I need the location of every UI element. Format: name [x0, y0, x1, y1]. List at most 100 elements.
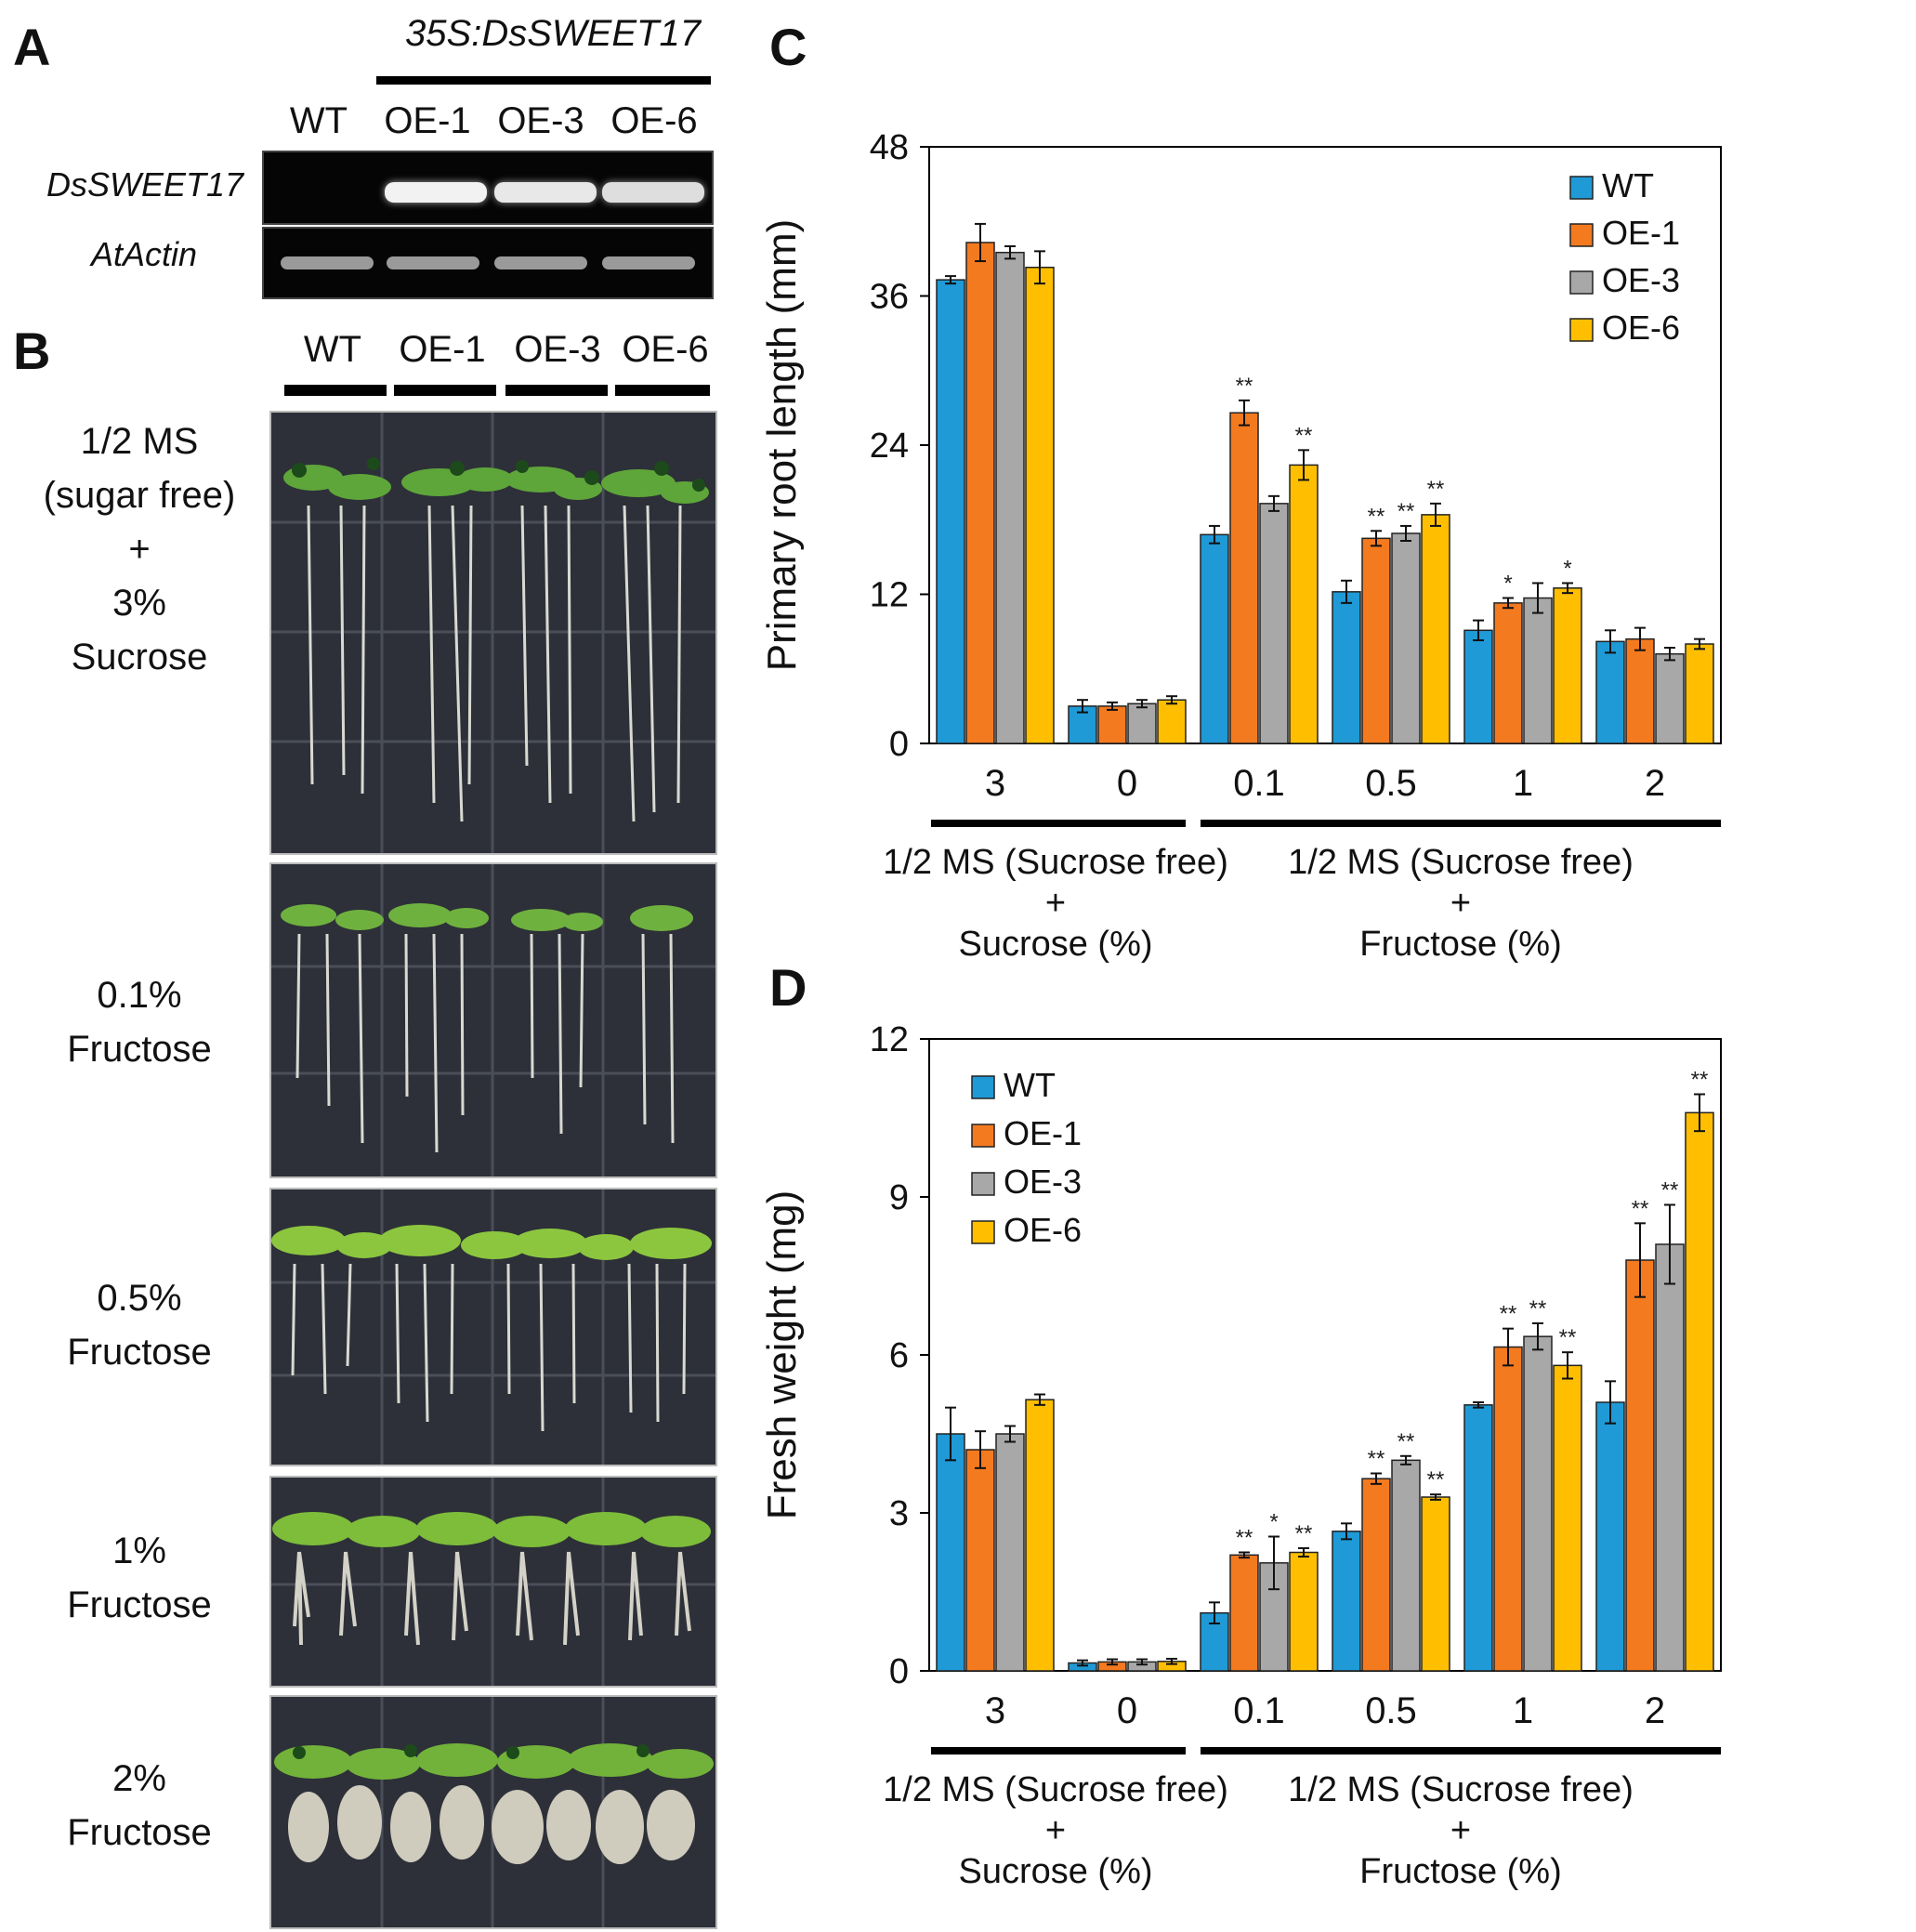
significance-mark: ** [1236, 1526, 1253, 1551]
significance-mark: ** [1236, 374, 1253, 399]
significance-mark: ** [1661, 1178, 1679, 1203]
construct-bar [376, 76, 711, 85]
significance-mark: ** [1295, 1521, 1313, 1546]
seedling-photo-fructose-0.1 [269, 862, 717, 1178]
group-label-line: Fructose (%) [1359, 1852, 1561, 1891]
bar-oe-1 [1229, 1554, 1259, 1672]
gel-image-dssweet17 [262, 151, 714, 225]
group-label-line: 1/2 MS (Sucrose free) [883, 843, 1228, 882]
bar-oe-1 [965, 1449, 995, 1672]
lane-bar [505, 385, 608, 396]
lane-bar [394, 385, 496, 396]
bar-oe-3 [995, 251, 1025, 744]
significance-mark: ** [1632, 1196, 1649, 1221]
bar-oe-1 [965, 242, 995, 744]
legend-swatch-wt [1569, 176, 1594, 200]
group-label-line: + [1450, 1811, 1471, 1850]
bar-oe-3 [1127, 703, 1157, 744]
y-tick-label: 0 [889, 1652, 909, 1691]
bar-wt [936, 279, 965, 744]
significance-mark: ** [1500, 1302, 1517, 1327]
significance-mark: ** [1295, 423, 1313, 448]
significance-mark: ** [1368, 1447, 1385, 1472]
lane-bar [284, 385, 387, 396]
condition-label-fructose-2: 2% Fructose [19, 1752, 260, 1860]
seedling-illustration [271, 1189, 715, 1465]
bar-oe-3 [1391, 532, 1421, 744]
legend-swatch-oe-1 [971, 1124, 995, 1148]
gel-image-atactin [262, 227, 714, 299]
bar-oe-3 [1655, 1243, 1685, 1672]
condition-line: + [128, 529, 151, 570]
bar-wt [1463, 1404, 1493, 1672]
significance-mark: * [1563, 556, 1571, 581]
condition-line: 1/2 MS [80, 421, 199, 462]
x-category-label: 2 [1645, 1690, 1665, 1731]
gel-lane-label: OE-6 [610, 100, 698, 141]
bar-oe-1 [1625, 1259, 1655, 1672]
seedling-illustration [274, 1697, 714, 1927]
panel-c-label: C [769, 18, 807, 76]
group-label-line: + [1450, 884, 1471, 923]
legend-label: OE-3 [1602, 261, 1680, 299]
bar-wt [1200, 533, 1229, 744]
group-label-line: 1/2 MS (Sucrose free) [1288, 1770, 1634, 1809]
bar-oe-1 [1229, 412, 1259, 744]
construct-label: 35S:DsSWEET17 [405, 13, 701, 54]
seedling-illustration [271, 864, 715, 1176]
x-category-label: 3 [985, 763, 1005, 804]
bar-oe-3 [1523, 1335, 1553, 1672]
bar-wt [1595, 640, 1625, 744]
group-label-line: Sucrose (%) [958, 1852, 1152, 1891]
gel-band [602, 182, 704, 203]
photo-lane-label: OE-6 [622, 329, 709, 370]
bar-oe-6 [1685, 643, 1714, 744]
x-category-label: 0.5 [1365, 1690, 1417, 1731]
group-label-line: 1/2 MS (Sucrose free) [1288, 843, 1634, 882]
y-tick-label: 9 [889, 1178, 909, 1217]
x-category-label: 0.1 [1233, 763, 1285, 804]
x-category-label: 2 [1645, 763, 1665, 804]
condition-line: Fructose [67, 1584, 212, 1625]
bar-oe-3 [1259, 503, 1289, 744]
bar-oe-1 [1493, 602, 1523, 744]
condition-label-fructose-0.5: 0.5% Fructose [19, 1271, 260, 1379]
legend-label: OE-6 [1004, 1211, 1082, 1249]
group-label-line: Fructose (%) [1359, 925, 1561, 964]
seedling-photo-sucrose-3 [269, 411, 717, 855]
condition-label-fructose-1: 1% Fructose [19, 1524, 260, 1632]
condition-line: 2% [112, 1758, 166, 1799]
condition-line: 0.1% [97, 975, 182, 1016]
legend-swatch-oe-3 [971, 1172, 995, 1196]
significance-mark: ** [1691, 1068, 1709, 1093]
group-label-line: + [1045, 884, 1066, 923]
legend-swatch-oe-6 [1569, 318, 1594, 342]
group-label-line: Sucrose (%) [958, 925, 1152, 964]
condition-line: Sucrose [71, 637, 208, 677]
bar-oe-1 [1361, 537, 1391, 744]
bar-wt [1463, 629, 1493, 744]
seedling-photo-fructose-0.5 [269, 1188, 717, 1466]
condition-line: 3% [112, 583, 166, 624]
bar-wt [1332, 591, 1361, 744]
bar-wt [1595, 1401, 1625, 1672]
legend-swatch-oe-3 [1569, 270, 1594, 295]
photo-lane-label: OE-3 [514, 329, 601, 370]
condition-line: (sugar free) [43, 475, 236, 516]
panel-b-label: B [13, 322, 51, 380]
condition-line: Fructose [67, 1332, 212, 1373]
bar-oe-6 [1553, 587, 1582, 744]
gel-band [494, 182, 597, 203]
significance-mark: ** [1529, 1296, 1547, 1321]
significance-mark: * [1503, 572, 1512, 597]
panel-d-label: D [769, 958, 807, 1017]
legend-swatch-oe-6 [971, 1220, 995, 1244]
y-axis-label: Primary root length (mm) [759, 219, 805, 672]
y-tick-label: 0 [889, 725, 909, 764]
seedling-illustration [271, 413, 715, 853]
bar-oe-6 [1157, 699, 1187, 744]
condition-line: Fructose [67, 1029, 212, 1070]
group-bar-sucrose [931, 1747, 1186, 1755]
significance-mark: * [1269, 1510, 1278, 1535]
condition-line: 0.5% [97, 1278, 182, 1319]
